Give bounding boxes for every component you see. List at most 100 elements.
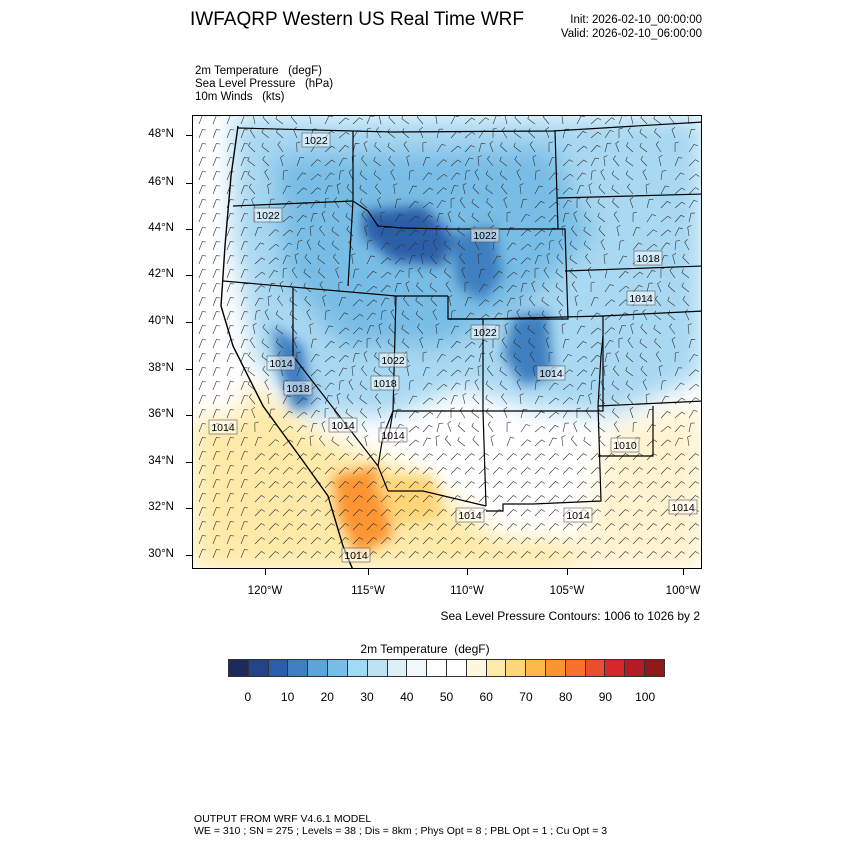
wind-barb bbox=[506, 257, 518, 265]
wind-barb bbox=[212, 129, 221, 139]
wind-barb bbox=[618, 255, 628, 265]
wind-barb bbox=[506, 467, 517, 475]
wind-barb bbox=[506, 509, 517, 517]
wind-barb bbox=[443, 240, 452, 251]
wind-barb bbox=[485, 394, 494, 405]
wind-barb bbox=[450, 395, 459, 405]
contour-label: 1014 bbox=[455, 507, 485, 523]
wind-barb bbox=[435, 323, 440, 335]
wind-barb bbox=[492, 537, 503, 545]
wind-barb bbox=[310, 551, 321, 559]
wind-barb bbox=[674, 240, 680, 251]
wind-barb bbox=[226, 381, 235, 391]
contour-label-text: 1022 bbox=[256, 210, 280, 222]
wind-barb bbox=[359, 184, 368, 195]
wind-barb bbox=[669, 116, 676, 125]
wind-barb bbox=[374, 183, 382, 195]
wind-barb bbox=[625, 366, 634, 377]
wind-barb bbox=[457, 436, 466, 447]
lat-label: 44°N bbox=[148, 222, 174, 234]
wind-barb bbox=[226, 507, 235, 517]
wind-barb bbox=[240, 297, 249, 307]
wind-barb bbox=[618, 127, 623, 138]
wind-barb bbox=[576, 551, 587, 559]
wind-barb bbox=[598, 183, 606, 195]
wind-barb bbox=[264, 309, 270, 321]
wind-barb bbox=[310, 200, 320, 209]
wind-barb bbox=[654, 338, 662, 349]
wind-barb bbox=[422, 172, 433, 181]
wind-barb bbox=[380, 537, 391, 545]
colorbar-bin bbox=[546, 660, 566, 676]
wind-barb bbox=[632, 467, 643, 475]
wind-barb bbox=[590, 297, 599, 307]
wind-barb bbox=[282, 410, 293, 419]
colorbar-bin bbox=[367, 660, 388, 676]
wind-barb bbox=[436, 354, 446, 363]
wind-barb bbox=[352, 537, 363, 545]
wind-barb bbox=[435, 435, 440, 447]
colorbar-bin bbox=[427, 660, 447, 676]
wind-barb bbox=[359, 380, 368, 391]
wind-barb bbox=[516, 379, 522, 391]
wind-barb bbox=[687, 225, 692, 237]
wind-barb bbox=[310, 173, 322, 181]
wind-barb bbox=[380, 453, 391, 461]
wind-barb bbox=[268, 453, 279, 461]
wind-barb bbox=[240, 185, 249, 195]
wind-barb bbox=[408, 395, 418, 405]
wind-barb bbox=[688, 144, 698, 153]
wind-barb bbox=[445, 281, 452, 293]
wind-barb bbox=[254, 523, 265, 531]
wind-barb bbox=[520, 523, 531, 531]
wind-barb bbox=[282, 495, 293, 503]
wind-barb bbox=[618, 523, 629, 531]
wind-barb bbox=[419, 336, 424, 349]
wind-barb bbox=[514, 323, 522, 335]
wind-barb bbox=[672, 253, 677, 265]
wind-barb bbox=[268, 282, 276, 293]
wind-barb bbox=[492, 453, 503, 461]
wind-barb bbox=[590, 367, 599, 377]
wind-barb bbox=[660, 267, 665, 279]
wind-barb bbox=[660, 201, 671, 209]
wind-barb bbox=[240, 535, 249, 545]
wind-barb bbox=[464, 367, 474, 377]
wind-barb bbox=[240, 409, 249, 419]
wind-barb bbox=[548, 509, 559, 517]
wind-barb bbox=[309, 116, 312, 125]
wind-barb bbox=[513, 128, 522, 139]
wind-barb bbox=[504, 323, 509, 335]
wind-barb bbox=[516, 309, 522, 321]
wind-barb bbox=[534, 395, 544, 405]
lat-tick bbox=[186, 229, 192, 230]
wind-barb bbox=[324, 523, 335, 531]
wind-barb bbox=[198, 283, 207, 293]
wind-barb bbox=[282, 453, 293, 461]
wind-barb bbox=[324, 159, 336, 167]
wind-barb bbox=[478, 143, 486, 153]
wind-barb bbox=[366, 453, 377, 461]
wind-barb bbox=[198, 479, 207, 489]
colorbar-bin bbox=[387, 660, 408, 676]
wind-barb bbox=[408, 215, 420, 223]
wind-barb bbox=[612, 198, 620, 209]
wind-barb bbox=[212, 521, 221, 531]
wind-barb bbox=[462, 183, 467, 195]
wind-barb bbox=[324, 407, 330, 419]
wind-barb bbox=[562, 422, 570, 433]
wind-barb bbox=[688, 383, 700, 391]
wind-barb bbox=[422, 187, 434, 195]
wind-barb bbox=[660, 411, 671, 419]
colorbar-bin bbox=[347, 660, 368, 676]
wind-barb bbox=[548, 157, 557, 167]
contour-label-text: 1014 bbox=[629, 293, 653, 305]
wind-barb bbox=[604, 340, 614, 349]
wind-barb bbox=[348, 169, 354, 181]
wind-barb bbox=[660, 551, 671, 559]
wind-barb bbox=[485, 170, 494, 181]
wind-barb bbox=[296, 240, 303, 251]
lat-tick bbox=[186, 555, 192, 556]
wind-barb bbox=[366, 325, 375, 335]
wind-barb bbox=[198, 185, 207, 195]
